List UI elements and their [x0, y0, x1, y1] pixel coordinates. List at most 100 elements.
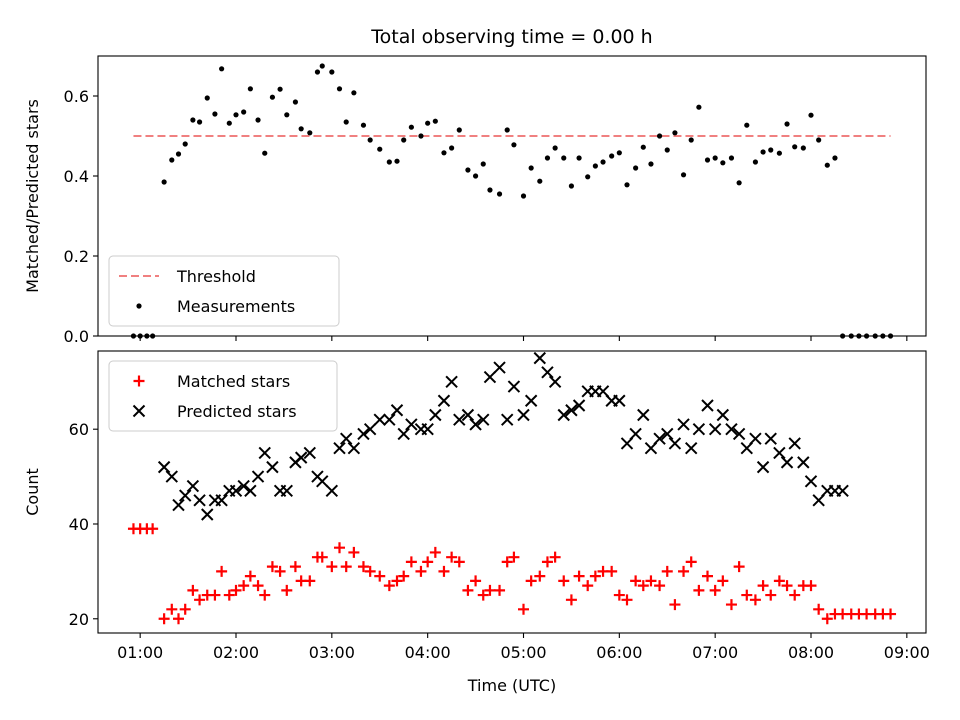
top-point-0-74 [704, 157, 711, 163]
bottom-point-1-36 [429, 408, 442, 422]
bottom-point-1-48 [524, 394, 538, 407]
bottom-point-0-70 [669, 599, 681, 611]
top-point-0-70 [672, 130, 678, 136]
bottom-point-1-15 [266, 460, 279, 474]
bottom-point-1-22 [316, 475, 329, 488]
top-point-0-73 [696, 104, 702, 110]
top-point-0-78 [736, 180, 742, 186]
bottom-point-1-78 [764, 432, 777, 445]
bottom-panel: 01:00 02:00 03:00 04:00 05:00 06:00 07:00 08:00… [23, 350, 930, 695]
top-legend-label-0: Threshold [176, 267, 256, 286]
top-point-0-76 [720, 160, 726, 166]
bottom-point-1-25 [340, 432, 353, 445]
bottom-point-0-9 [194, 594, 206, 606]
bottom-point-0-74 [702, 570, 713, 582]
bottom-point-1-54 [572, 399, 586, 412]
bottom-point-1-6 [201, 508, 214, 521]
bottom-point-0-83 [773, 575, 785, 587]
top-point-0-44 [465, 167, 471, 173]
bottom-point-1-32 [397, 427, 410, 441]
bottom-axes-frame [97, 350, 927, 634]
top-point-0-90 [832, 155, 838, 161]
bottom-point-0-51 [518, 603, 529, 615]
top-point-0-59 [585, 174, 591, 180]
bottom-y-axis-label: Count [23, 468, 42, 516]
bottom-xtick-label-2: 03:00 [309, 643, 355, 662]
bottom-point-0-72 [685, 556, 697, 568]
top-point-0-4 [161, 179, 167, 185]
top-point-0-35 [394, 158, 400, 164]
bottom-series-predicted-stars [157, 351, 849, 521]
bottom-point-0-50 [508, 551, 520, 563]
bottom-point-1-5 [193, 494, 206, 507]
top-panel: 0.0 0.2 0.4 0.6 Total observing time = 0.00 … [23, 26, 927, 346]
bottom-point-1-26 [347, 441, 361, 455]
bottom-point-0-73 [693, 584, 705, 596]
bottom-point-0-20 [274, 565, 286, 577]
bottom-point-1-72 [716, 408, 730, 422]
bottom-point-0-65 [630, 575, 642, 587]
bottom-point-1-10 [229, 484, 243, 498]
top-point-0-71 [680, 172, 687, 178]
bottom-point-1-27 [357, 427, 370, 441]
bottom-point-0-43 [453, 556, 465, 568]
bottom-point-1-12 [244, 484, 257, 498]
top-point-0-63 [616, 150, 622, 156]
top-point-0-81 [760, 149, 766, 155]
top-point-0-54 [544, 155, 551, 161]
bottom-point-0-84 [781, 580, 793, 592]
top-point-0-34 [386, 159, 392, 165]
top-point-0-83 [776, 150, 782, 156]
bottom-point-1-11 [237, 479, 250, 493]
top-point-0-65 [633, 165, 639, 171]
top-point-0-31 [360, 122, 367, 128]
bottom-point-0-15 [238, 580, 250, 592]
top-point-0-20 [277, 86, 283, 92]
bottom-point-1-59 [613, 394, 626, 407]
bottom-series-matched-stars [127, 523, 897, 625]
top-point-0-51 [520, 193, 527, 199]
bottom-point-1-77 [756, 460, 770, 474]
bottom-point-0-53 [534, 570, 546, 582]
bottom-point-1-47 [517, 408, 530, 422]
bottom-point-0-14 [230, 584, 242, 596]
bottom-point-0-59 [582, 580, 594, 592]
top-point-0-49 [504, 127, 510, 133]
bottom-point-0-76 [717, 575, 729, 587]
bottom-legend-label-0: Matched stars [177, 372, 290, 391]
top-point-0-38 [418, 133, 424, 139]
bottom-point-0-38 [415, 565, 427, 577]
bottom-point-0-33 [374, 570, 386, 582]
bottom-point-1-65 [661, 427, 674, 441]
top-point-0-85 [792, 144, 798, 150]
bottom-point-0-63 [613, 589, 625, 601]
top-point-0-26 [319, 63, 325, 69]
bottom-point-0-34 [383, 580, 395, 592]
top-point-0-48 [496, 191, 503, 197]
top-point-0-33 [377, 146, 383, 152]
bottom-point-1-37 [437, 394, 451, 407]
top-point-0-50 [511, 142, 517, 148]
bottom-point-0-79 [741, 589, 753, 601]
bottom-point-0-27 [326, 561, 338, 573]
top-point-0-8 [190, 117, 196, 123]
top-point-0-79 [744, 122, 750, 128]
top-legend-box [108, 255, 340, 327]
top-point-0-23 [298, 126, 304, 132]
top-ytick-label-3: 0.6 [64, 87, 89, 106]
bottom-point-0-40 [429, 546, 441, 558]
bottom-x-axis-label: Time (UTC) [467, 676, 556, 695]
bottom-point-1-80 [780, 456, 794, 469]
bottom-point-1-87 [836, 484, 849, 498]
bottom-point-0-48 [494, 584, 506, 596]
top-ytick-label-1: 0.2 [64, 247, 89, 266]
top-series-measurements [130, 63, 894, 339]
bottom-xtick-label-4: 05:00 [500, 643, 546, 662]
bottom-point-0-18 [259, 589, 271, 601]
top-chart-title: Total observing time = 0.00 h [370, 26, 652, 48]
bottom-point-0-56 [558, 575, 570, 587]
top-point-0-13 [226, 120, 232, 126]
bottom-point-0-11 [209, 589, 221, 601]
bottom-xtick-label-3: 04:00 [405, 643, 451, 662]
bottom-point-0-39 [422, 556, 434, 568]
